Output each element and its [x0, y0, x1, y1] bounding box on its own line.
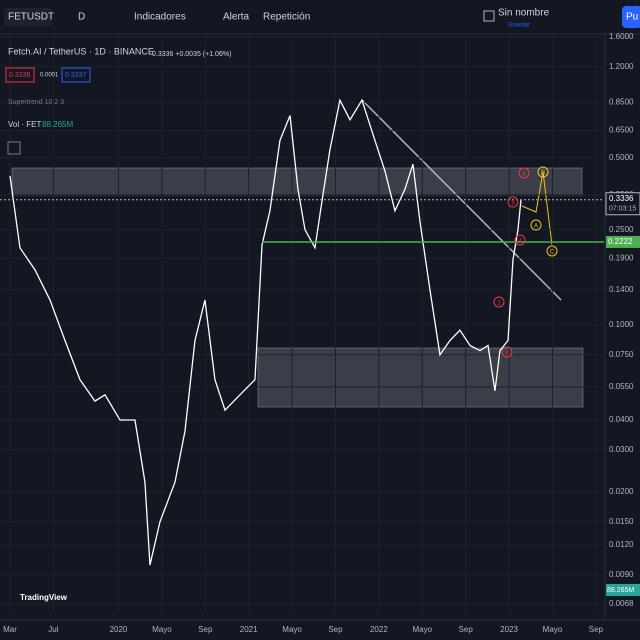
last-price-text: 0.3336	[609, 194, 634, 203]
wave-label: 2	[505, 351, 509, 357]
x-tick-label: 2021	[240, 625, 258, 634]
replay-button[interactable]: Repetición	[263, 12, 310, 23]
x-tick-label: Mayo	[152, 625, 172, 634]
ask: 0.3337	[65, 72, 87, 79]
wave-label: 4	[518, 239, 522, 245]
y-tick-label: 0.1900	[609, 253, 634, 262]
y-tick-label: 1.2000	[609, 62, 634, 71]
wave-label: 5	[511, 201, 515, 207]
symbol-box[interactable]	[4, 8, 52, 26]
volume-tag	[606, 584, 640, 596]
x-tick-label: 2020	[110, 625, 128, 634]
volume-label: Vol · FET	[8, 120, 41, 129]
y-tick-label: 0.0300	[609, 445, 634, 454]
brand: TradingView	[20, 593, 68, 602]
price-line	[9, 98, 522, 566]
x-tick-label: 2022	[370, 625, 388, 634]
wave-label: 1	[497, 301, 501, 307]
ask-box[interactable]	[61, 67, 91, 83]
projection-path	[521, 171, 553, 246]
collapse-legend[interactable]	[7, 141, 21, 155]
wave-marker	[493, 296, 505, 308]
price-axis	[605, 35, 640, 620]
y-tick-label: 0.0090	[609, 570, 634, 579]
support-tag-text: 0.2222	[608, 237, 633, 246]
layout-name[interactable]: Sin nombre	[498, 8, 550, 19]
wave-marker	[518, 167, 530, 179]
toolbar	[0, 0, 640, 34]
x-tick-label: Sep	[459, 625, 474, 634]
x-tick-label: Sep	[589, 625, 604, 634]
correction-marker	[546, 245, 558, 257]
wave-marker	[501, 346, 513, 358]
wave-label: 3	[522, 172, 526, 178]
x-tick-label: Sep	[198, 625, 213, 634]
y-tick-label: 0.0750	[609, 350, 634, 359]
volume-tag-text: 88.265M	[607, 587, 634, 594]
correction-label: C	[550, 250, 555, 256]
indicator-label: Supertrend 10 2 3	[8, 99, 64, 106]
indicators-button[interactable]: Indicadores	[134, 12, 186, 23]
y-tick-label: 0.0068	[609, 599, 634, 608]
y-tick-label: 0.0120	[609, 540, 634, 549]
y-tick-label: 0.1400	[609, 285, 634, 294]
y-tick-label: 0.0200	[609, 487, 634, 496]
bid-box[interactable]	[5, 67, 35, 83]
y-tick-label: 1.6000	[609, 32, 634, 41]
correction-marker	[530, 219, 542, 231]
y-tick-label: 0.1000	[609, 320, 634, 329]
y-tick-label: 0.0150	[609, 517, 634, 526]
last-price-tag	[605, 192, 640, 216]
y-tick-label: 0.8500	[609, 98, 634, 107]
y-tick-label: 0.5000	[609, 153, 634, 162]
x-tick-label: Mar	[3, 625, 17, 634]
y-tick-label: 0.0550	[609, 382, 634, 391]
interval[interactable]: D	[78, 12, 85, 23]
plot	[0, 35, 604, 612]
bid: 0.3336	[9, 72, 31, 79]
quote: 0.3336 +0.0035 (+1.06%)	[152, 51, 231, 58]
x-tick-label: Jul	[48, 625, 58, 634]
x-tick-label: Mayo	[282, 625, 302, 634]
wave-marker	[514, 234, 526, 246]
chart-title: Fetch.AI / TetherUS · 1D · BINANCE	[8, 46, 154, 56]
save-button[interactable]: Guardar	[508, 23, 530, 29]
publish-button[interactable]: Pu	[626, 12, 638, 23]
y-tick-label: 0.2500	[609, 225, 634, 234]
y-tick-label: 0.0400	[609, 415, 634, 424]
alert-button[interactable]: Alerta	[223, 12, 250, 23]
demand-zone	[257, 347, 584, 408]
countdown: 07:03:15	[609, 206, 636, 213]
x-tick-label: Mayo	[412, 625, 432, 634]
y-tick-label: 0.6500	[609, 126, 634, 135]
support-tag	[606, 235, 640, 248]
layout-icon	[483, 10, 495, 22]
publish-box[interactable]	[622, 6, 640, 28]
x-tick-label: Sep	[328, 625, 343, 634]
correction-label: B	[541, 171, 545, 177]
volume-value: 88.265M	[42, 120, 73, 129]
x-tick-label: Mayo	[543, 625, 563, 634]
correction-label: A	[534, 224, 538, 230]
spread: 0.0001	[40, 73, 59, 79]
wave-marker	[507, 196, 519, 208]
correction-marker	[537, 166, 549, 178]
x-tick-label: 2023	[500, 625, 518, 634]
symbol[interactable]: FETUSDT	[8, 12, 54, 23]
